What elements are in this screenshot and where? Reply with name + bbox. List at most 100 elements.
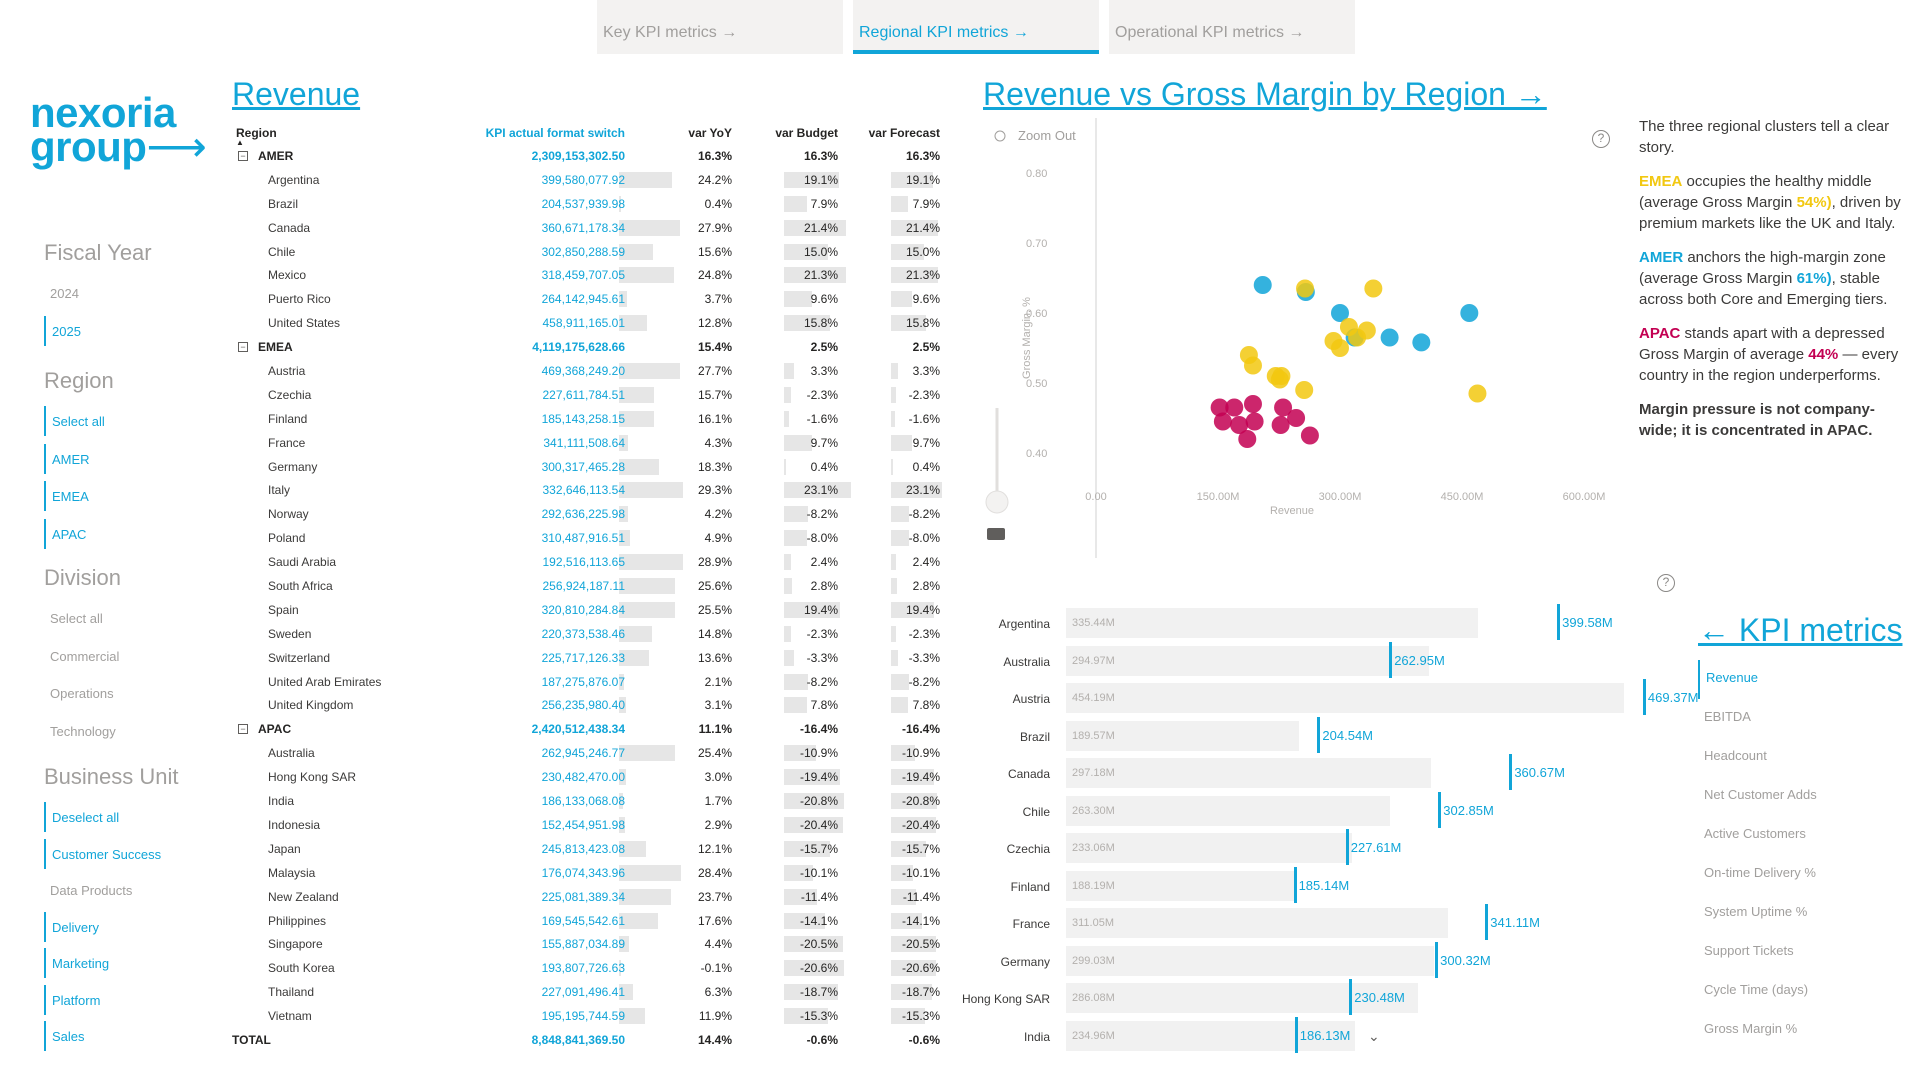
slicer-item-fiscal_year[interactable]: 2025 [44,315,194,346]
scatter-point-emea[interactable] [1357,321,1376,340]
slicer-item-business_unit[interactable]: Deselect all [44,802,194,832]
scatter-point-emea[interactable] [1295,381,1314,399]
table-group-row[interactable]: − EMEA 4,119,175,628.66 15.4% 2.5% 2.5% [232,335,940,359]
bar-actual-marker[interactable] [1509,754,1513,790]
chevron-down-icon[interactable]: ⌄ [1368,1028,1380,1044]
slicer-item-business_unit[interactable]: Platform [44,984,194,1015]
tab-regional-kpi[interactable]: Regional KPI metrics → [853,0,1099,54]
slicer-item-region[interactable]: AMER [44,443,194,474]
collapse-icon[interactable]: − [238,151,248,161]
table-row[interactable]: Czechia 227,611,784.51 15.7% -2.3% -2.3% [232,383,940,407]
bar-prior[interactable] [1066,795,1390,826]
scatter-point-apac[interactable] [1287,409,1306,427]
table-row[interactable]: Germany 300,317,465.28 18.3% 0.4% 0.4% [232,455,940,479]
bar-prior[interactable] [1066,833,1353,863]
help-icon[interactable]: ? [1592,130,1610,148]
collapse-icon[interactable]: − [238,342,248,353]
scatter-point-apac[interactable] [1300,426,1319,445]
table-row[interactable]: Thailand 227,091,496.41 6.3% -18.7% -18.7% [232,980,940,1004]
tab-operational-kpi[interactable]: Operational KPI metrics → [1109,0,1355,54]
table-row[interactable]: Mexico 318,459,707.05 24.8% 21.3% 21.3% [232,263,940,287]
bar-actual-marker[interactable] [1345,829,1349,865]
kpi-metric-item[interactable]: Revenue [1698,660,1898,699]
slicer-item-business_unit[interactable]: Customer Success [44,838,194,869]
slicer-item-business_unit[interactable]: Delivery [44,911,194,942]
table-row[interactable]: Italy 332,646,113.54 29.3% 23.1% 23.1% [232,478,942,502]
kpi-metric-item[interactable]: Support Tickets [1704,943,1794,958]
header-var-yoy[interactable]: var YoY [688,126,732,140]
scatter-point-apac[interactable] [1245,412,1264,431]
help-icon[interactable]: ? [1657,574,1675,592]
kpi-metric-item[interactable]: System Uptime % [1704,904,1808,919]
table-row[interactable]: Puerto Rico 264,142,945.61 3.7% 9.6% 9.6% [232,287,940,311]
kpi-metric-item[interactable]: EBITDA [1704,709,1751,724]
scatter-point-emea[interactable] [1243,356,1262,375]
bar-actual-marker[interactable] [1642,679,1646,715]
reset-zoom-icon[interactable] [987,528,1005,540]
table-row[interactable]: Saudi Arabia 192,516,113.65 28.9% 2.4% 2.4% [232,550,940,574]
table-row[interactable]: Vietnam 195,195,744.59 11.9% -15.3% -15.3% [232,1004,940,1028]
bar-prior[interactable] [1066,608,1479,638]
bar-actual-marker[interactable] [1485,904,1489,940]
scatter-point-apac[interactable] [1243,395,1262,413]
kpi-metric-item[interactable]: Cycle Time (days) [1704,982,1809,997]
bar-prior[interactable] [1066,1020,1355,1051]
scatter-point-amer[interactable] [1412,333,1431,352]
table-row[interactable]: Canada 360,671,178.34 27.9% 21.4% 21.4% [232,216,940,240]
bar-row[interactable]: Finland 188.19M 185.14M [980,866,1700,903]
kpi-metric-item[interactable]: On-time Delivery % [1704,865,1816,880]
bar-actual-marker[interactable] [1438,791,1442,828]
bar-actual-marker[interactable] [1293,866,1297,903]
table-row[interactable]: Austria 469,368,249.20 27.7% 3.3% 3.3% [232,359,940,383]
table-row[interactable]: Singapore 155,887,034.89 4.4% -20.5% -20.5% [232,932,940,956]
zoom-slider-handle[interactable] [985,490,1009,514]
zoom-out-button[interactable]: Zoom Out [1018,128,1076,143]
slicer-item-business_unit[interactable]: Marketing [44,948,194,978]
bar-row[interactable]: Austria 454.19M 469.37M [980,679,1700,715]
bar-row[interactable]: Canada 297.18M 360.67M [980,754,1700,790]
scatter-point-emea[interactable] [1296,279,1315,298]
header-region[interactable]: Region [236,126,277,140]
slicer-item-region[interactable]: EMEA [44,481,194,511]
table-row[interactable]: India 186,133,068.08 1.7% -20.8% -20.8% [232,789,940,813]
revenue-title[interactable]: Revenue [232,76,361,112]
bar-row[interactable]: Argentina 335.44M 399.58M [980,604,1700,640]
table-total-row[interactable]: TOTAL 8,848,841,369.50 14.4% -0.6% -0.6% [232,1028,940,1052]
table-row[interactable]: Poland 310,487,916.51 4.9% -8.0% -8.0% [232,526,940,550]
table-row[interactable]: Hong Kong SAR 230,482,470.00 3.0% -19.4% -19… [232,765,940,789]
scatter-point-apac[interactable] [1210,398,1229,417]
table-row[interactable]: South Korea 193,807,726.63 -0.1% -20.6% -20.… [232,956,940,980]
table-row[interactable]: New Zealand 225,081,389.34 23.7% -11.4% -11.… [232,885,940,909]
bar-actual-marker[interactable] [1557,604,1561,640]
header-kpi[interactable]: KPI actual format switch [485,126,625,140]
scatter-point-apac[interactable] [1271,416,1290,434]
bar-row[interactable]: France 311.05M 341.11M [980,904,1700,940]
bar-actual-marker[interactable] [1317,716,1321,753]
bar-prior[interactable] [1066,758,1432,788]
scatter-point-amer[interactable] [1331,304,1349,322]
scatter-point-emea[interactable] [1331,339,1349,357]
scatter-point-amer[interactable] [1253,276,1272,294]
bar-row[interactable]: Australia 294.97M 262.95M [980,641,1700,678]
kpi-metric-item[interactable]: Gross Margin % [1704,1021,1798,1036]
kpi-metrics-title[interactable]: ← KPI metrics [1698,612,1903,648]
bar-row[interactable]: Brazil 189.57M 204.54M [980,716,1700,753]
table-row[interactable]: Sweden 220,373,538.46 14.8% -2.3% -2.3% [232,622,940,646]
scatter-point-amer[interactable] [1460,304,1479,322]
slicer-item-region[interactable]: Select all [44,406,194,436]
table-group-row[interactable]: − AMER 2,309,153,302.50 16.3% 16.3% 16.3% [232,144,940,168]
bar-actual-marker[interactable] [1349,979,1353,1015]
slicer-item-division[interactable]: Select all [50,611,103,626]
slicer-item-region[interactable]: APAC [44,518,194,549]
table-row[interactable]: Japan 245,813,423.08 12.1% -15.7% -15.7% [232,837,940,861]
bar-prior[interactable] [1066,720,1299,751]
kpi-metric-item[interactable]: Net Customer Adds [1704,787,1817,802]
bar-row[interactable]: India 234.96M 186.13M [980,1016,1700,1053]
slicer-item-fiscal_year[interactable]: 2024 [50,286,79,301]
table-group-row[interactable]: − APAC 2,420,512,438.34 11.1% -16.4% -16.4% [232,717,940,741]
table-row[interactable]: Indonesia 152,454,951.98 2.9% -20.4% -20.4% [232,813,940,837]
table-row[interactable]: Norway 292,636,225.98 4.2% -8.2% -8.2% [232,502,940,526]
scatter-point-apac[interactable] [1274,398,1293,417]
bar-row[interactable]: Chile 263.30M 302.85M [980,791,1700,828]
table-row[interactable]: Brazil 204,537,939.98 0.4% 7.9% 7.9% [232,192,940,216]
